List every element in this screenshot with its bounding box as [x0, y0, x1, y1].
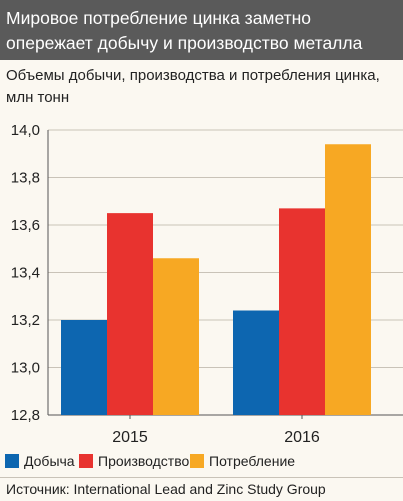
y-tick-label: 13,8	[11, 170, 40, 187]
bar-2016-3	[325, 144, 371, 415]
chart-subtitle-line-1: Объемы добычи, производства и потреблени…	[6, 67, 380, 84]
legend-swatch-mining	[5, 454, 19, 468]
y-tick-label: 13,6	[11, 217, 40, 234]
y-tick-label: 13,4	[11, 265, 40, 282]
legend-swatch-consumption	[190, 454, 204, 468]
legend-swatch-production	[79, 454, 93, 468]
legend-label-production: Производство	[98, 453, 190, 469]
bar-2016-1	[233, 310, 279, 415]
legend-item-mining: Добыча	[5, 448, 75, 474]
y-tick-label: 13,0	[11, 360, 40, 377]
y-tick-label: 14,0	[11, 122, 40, 139]
chart-legend: Добыча Производство Потребление	[0, 448, 403, 474]
source-text: Источник: International Lead and Zinc St…	[6, 481, 326, 497]
bar-2016-2	[279, 208, 325, 415]
legend-label-consumption: Потребление	[209, 453, 296, 469]
x-tick-label: 2015	[112, 429, 148, 446]
chart-subtitle-line-2: млн тонн	[6, 89, 70, 106]
chart-title-line-1: Мировое потребление цинка заметно	[6, 8, 312, 28]
x-tick-label: 2016	[284, 429, 320, 446]
bar-2015-2	[107, 213, 153, 415]
legend-label-mining: Добыча	[24, 453, 75, 469]
bar-2015-3	[153, 258, 199, 415]
bar-chart: 12,8 13,0 13,2 13,4 13,6 13,8 14,0 2015 2016	[11, 122, 403, 446]
legend-item-production: Производство	[79, 448, 189, 474]
y-tick-label: 12,8	[11, 407, 40, 424]
bar-2015-1	[61, 320, 107, 415]
y-tick-label: 13,2	[11, 312, 40, 329]
source-footer: Источник: International Lead and Zinc St…	[0, 477, 403, 501]
chart-header: Мировое потребление цинка заметно опереж…	[0, 0, 403, 60]
chart-title-line-2: опережает добычу и производство металла	[6, 33, 363, 53]
legend-item-consumption: Потребление	[190, 448, 295, 474]
